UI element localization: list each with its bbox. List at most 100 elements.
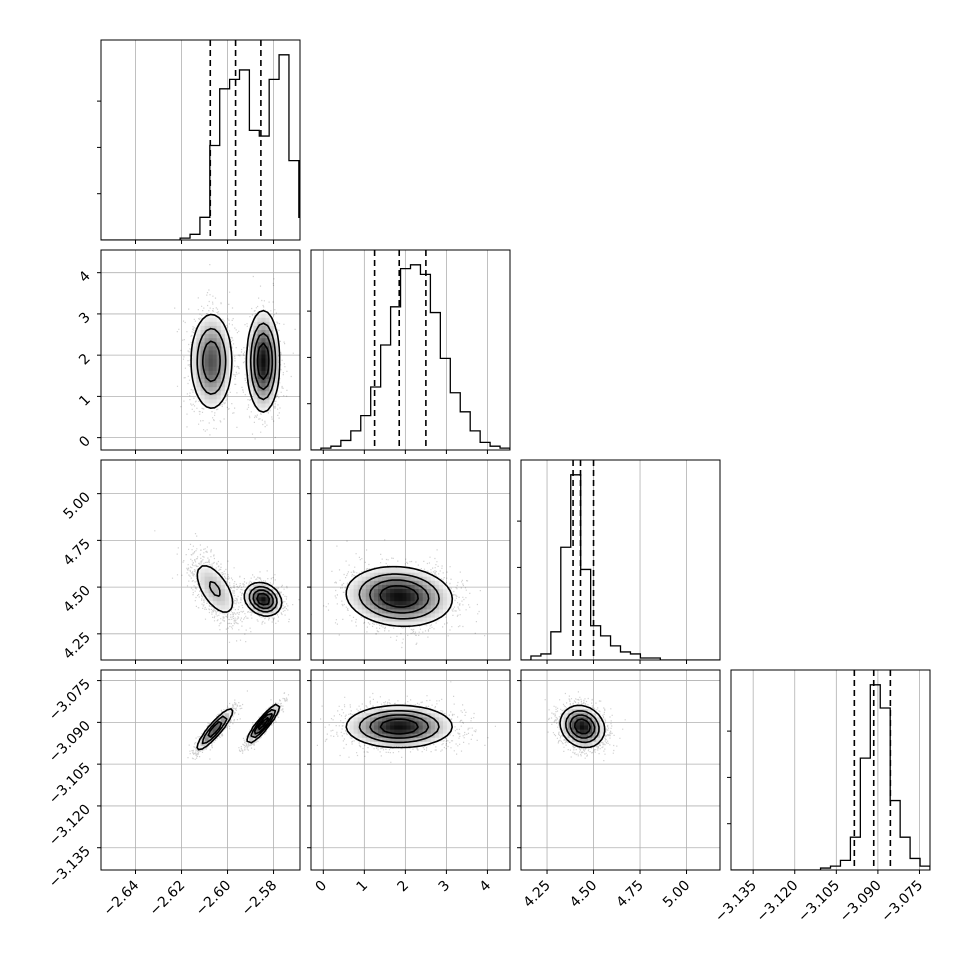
panel-frame [520, 459, 721, 661]
density-cell [273, 596, 279, 602]
density-cell [273, 341, 279, 347]
density-cell [402, 609, 407, 614]
density-cell [200, 394, 205, 400]
density-cell [382, 708, 387, 714]
density-cell [361, 609, 367, 614]
density-cell [402, 725, 407, 730]
density-cell [265, 358, 270, 363]
density-cell [365, 580, 371, 585]
scatter-panel-1-0: 0 1 2 3 4 [76, 249, 301, 454]
y-tick-label: 1 [76, 392, 94, 410]
density-cell [245, 588, 250, 594]
contour-line [256, 342, 270, 381]
density-cell [422, 609, 428, 614]
density-cell [402, 704, 407, 710]
density-cell [406, 609, 411, 614]
scatter-panel-2-1 [307, 459, 511, 664]
density-cell [204, 321, 210, 326]
density-cell [273, 345, 279, 351]
density-cell [418, 600, 424, 606]
density-cell [438, 584, 444, 589]
density-cell [212, 596, 218, 602]
density-cell [378, 712, 383, 718]
density-cell [414, 712, 420, 718]
density-cell [596, 733, 601, 738]
x-tick-label: −2.62 [147, 878, 189, 920]
density-cell [583, 737, 589, 742]
density-cell [220, 345, 226, 351]
density-cell [592, 721, 597, 726]
density-cell [265, 362, 270, 367]
density-cell [261, 337, 266, 343]
density-cell [257, 386, 262, 392]
density-cell [430, 604, 436, 610]
density-cell [588, 712, 593, 718]
density-cell [204, 741, 210, 746]
density-cell [386, 600, 391, 606]
density-cell [265, 325, 270, 330]
density-cell [273, 329, 279, 335]
density-cell [261, 378, 266, 384]
density-cell [373, 572, 379, 577]
density-cell [373, 708, 379, 714]
density-cell [220, 721, 226, 726]
density-cell [430, 729, 436, 734]
density-cell [596, 716, 601, 722]
density-cell [361, 600, 367, 606]
histogram-step [521, 474, 720, 660]
density-cell [216, 604, 222, 610]
density-cell [361, 729, 367, 734]
density-cell [216, 374, 222, 379]
density-cell [398, 725, 403, 730]
density-cell [253, 337, 258, 343]
density-cell [224, 350, 230, 355]
density-cell [567, 737, 573, 742]
density-cell [208, 572, 214, 577]
density-cell [192, 345, 197, 351]
density-cell [583, 712, 589, 718]
density-cell [406, 721, 411, 726]
density-cell [422, 580, 428, 585]
density-cell [261, 313, 266, 318]
density-cell [365, 584, 371, 589]
density-cell [398, 733, 403, 738]
density-cell [382, 733, 387, 738]
density-cell [402, 600, 407, 606]
density-cell [443, 729, 448, 734]
density-cell [196, 350, 201, 355]
density-cell [406, 600, 411, 606]
density-cell [373, 600, 379, 606]
density-cell [365, 604, 371, 610]
density-cell [224, 588, 230, 594]
density-cell [192, 337, 197, 343]
density-cell [394, 617, 399, 622]
contour-line [252, 589, 274, 610]
density-cell [443, 609, 448, 614]
density-cell [273, 704, 279, 710]
density-cell [365, 588, 371, 594]
density-cell [398, 596, 403, 602]
density-cell [369, 716, 375, 722]
density-cell [579, 729, 585, 734]
density-cell [394, 621, 399, 626]
density-cell [208, 345, 214, 351]
density-cell [390, 617, 395, 622]
density-cell [443, 600, 448, 606]
density-cell [406, 588, 411, 594]
density-cell [249, 386, 254, 392]
density-cell [200, 345, 205, 351]
y-tick-label: 4.75 [60, 536, 93, 569]
density-cell [394, 729, 399, 734]
density-cell [265, 354, 270, 359]
density-cell [402, 733, 407, 738]
density-cell [583, 716, 589, 722]
density-cell [382, 737, 387, 742]
density-cell [434, 613, 440, 618]
density-cell [200, 378, 205, 384]
density-cell [414, 584, 420, 589]
density-cell [204, 584, 210, 589]
density-cell [253, 362, 258, 367]
density-cell [273, 386, 279, 392]
density-cell [418, 613, 424, 618]
density-cell [571, 721, 577, 726]
